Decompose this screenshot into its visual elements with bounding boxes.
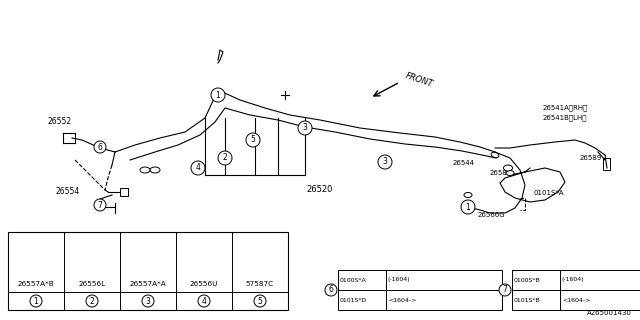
Text: 3: 3: [303, 124, 307, 132]
Text: 1: 1: [466, 203, 470, 212]
Circle shape: [30, 295, 42, 307]
Text: 3: 3: [145, 297, 150, 306]
Text: 7: 7: [502, 285, 508, 294]
Circle shape: [94, 141, 106, 153]
Ellipse shape: [140, 167, 150, 173]
Text: 26588: 26588: [490, 170, 512, 176]
Text: (-1604): (-1604): [388, 277, 411, 283]
Text: 6: 6: [97, 142, 102, 151]
Circle shape: [325, 284, 337, 296]
Circle shape: [198, 295, 210, 307]
Text: 26552: 26552: [47, 117, 71, 126]
Text: 5: 5: [257, 297, 262, 306]
Bar: [603, 158, 610, 170]
Text: FRONT: FRONT: [404, 71, 434, 89]
Ellipse shape: [491, 152, 499, 158]
Text: 0100S*A: 0100S*A: [340, 277, 367, 283]
Text: 1: 1: [34, 297, 38, 306]
Text: <1604->: <1604->: [388, 298, 417, 302]
Text: 26556U: 26556U: [190, 281, 218, 287]
Circle shape: [378, 155, 392, 169]
Circle shape: [86, 295, 98, 307]
Text: 2: 2: [90, 297, 94, 306]
Text: 57587C: 57587C: [246, 281, 274, 287]
Ellipse shape: [504, 165, 513, 171]
Text: 26541A〈RH〉: 26541A〈RH〉: [543, 105, 588, 111]
Ellipse shape: [464, 193, 472, 197]
Text: 0100S*B: 0100S*B: [514, 277, 541, 283]
Text: 0101S*D: 0101S*D: [340, 298, 367, 302]
Circle shape: [142, 295, 154, 307]
Text: 26541B〈LH〉: 26541B〈LH〉: [543, 115, 588, 121]
Text: 7: 7: [97, 201, 102, 210]
Text: <1604->: <1604->: [562, 298, 590, 302]
Text: 26557A*B: 26557A*B: [18, 281, 54, 287]
Text: 6: 6: [328, 285, 333, 294]
Text: 26589: 26589: [580, 155, 602, 161]
Circle shape: [298, 121, 312, 135]
Text: 26566G: 26566G: [478, 212, 506, 218]
Circle shape: [499, 284, 511, 296]
Text: 0101S*B: 0101S*B: [514, 298, 541, 302]
Circle shape: [218, 151, 232, 165]
Text: (-1604): (-1604): [562, 277, 584, 283]
Text: 4: 4: [196, 164, 200, 172]
Bar: [338, 270, 502, 310]
Bar: [120, 188, 128, 196]
Text: 26544: 26544: [453, 160, 475, 166]
Bar: [512, 270, 640, 310]
Text: 26554: 26554: [56, 188, 80, 196]
Ellipse shape: [506, 171, 514, 175]
Ellipse shape: [150, 167, 160, 173]
Text: 1: 1: [216, 91, 220, 100]
Text: 5: 5: [251, 135, 255, 145]
Text: 26556L: 26556L: [79, 281, 106, 287]
Text: 2: 2: [223, 154, 227, 163]
Text: 26520: 26520: [307, 186, 333, 195]
Circle shape: [211, 88, 225, 102]
Text: 0101S*A: 0101S*A: [533, 190, 563, 196]
Text: 3: 3: [383, 157, 387, 166]
Text: 4: 4: [202, 297, 207, 306]
Circle shape: [246, 133, 260, 147]
Text: A265001430: A265001430: [587, 310, 632, 316]
Text: 26557A*A: 26557A*A: [130, 281, 166, 287]
Circle shape: [94, 199, 106, 211]
Circle shape: [191, 161, 205, 175]
Circle shape: [254, 295, 266, 307]
Bar: [8, 232, 288, 310]
Circle shape: [461, 200, 475, 214]
